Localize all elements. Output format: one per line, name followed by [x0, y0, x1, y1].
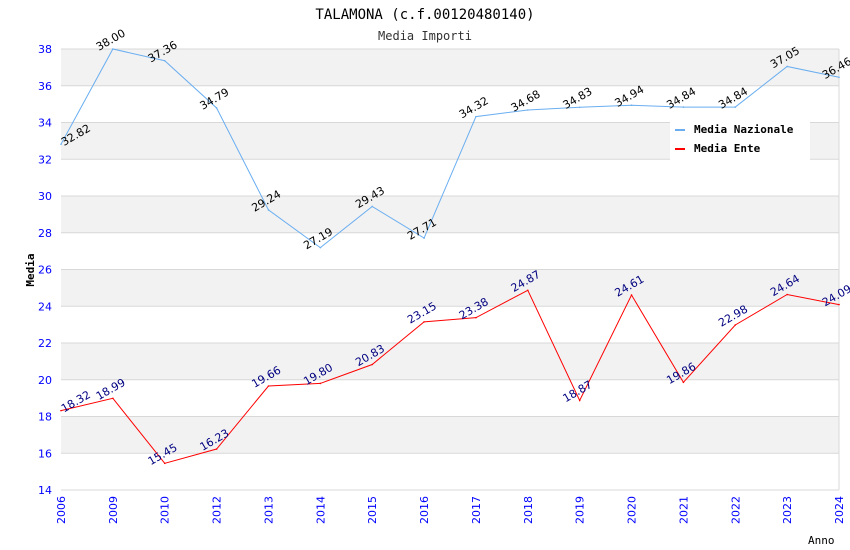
data-point [734, 106, 737, 108]
x-tick-label: 2006 [55, 496, 68, 524]
x-tick-label: 2013 [262, 496, 275, 524]
data-point [371, 363, 374, 366]
chart-title: TALAMONA (c.f.00120480140) [315, 7, 534, 23]
y-axis-label: Media [24, 253, 37, 286]
data-point [838, 76, 840, 79]
grid-band [61, 49, 839, 86]
data-point [578, 106, 581, 109]
y-tick-label: 28 [38, 227, 52, 240]
data-point [682, 106, 685, 108]
y-tick-label: 32 [38, 153, 52, 166]
grid-band [61, 196, 839, 233]
data-label: 18.87 [561, 378, 595, 405]
x-tick-label: 2016 [418, 496, 431, 524]
y-tick-label: 14 [38, 484, 52, 497]
legend-label-ente: Media Ente [694, 142, 761, 155]
data-point [319, 382, 322, 385]
y-tick-label: 24 [38, 300, 52, 313]
data-label: 18.32 [59, 388, 93, 415]
x-tick-label: 2017 [470, 496, 483, 524]
y-tick-label: 26 [38, 264, 52, 277]
data-point [215, 107, 218, 109]
data-point [734, 324, 737, 326]
legend-swatch-ente [675, 148, 685, 150]
x-tick-label: 2010 [159, 496, 172, 524]
data-point [838, 303, 840, 306]
data-point [527, 109, 529, 111]
data-point [423, 321, 425, 323]
data-point [112, 48, 114, 50]
x-tick-label: 2023 [781, 496, 794, 524]
data-point [112, 397, 114, 400]
legend-label-nazionale: Media Nazionale [694, 123, 794, 136]
x-tick-label: 2024 [833, 496, 846, 524]
x-tick-label: 2012 [211, 496, 224, 524]
x-tick-label: 2015 [366, 496, 379, 524]
x-tick-label: 2021 [677, 496, 690, 524]
data-label: 34.84 [716, 85, 750, 112]
data-point [475, 316, 477, 319]
series-line-ente [60, 289, 840, 464]
data-label: 34.79 [198, 86, 232, 113]
x-tick-label: 2009 [107, 496, 120, 524]
data-point [267, 209, 270, 211]
data-point [60, 143, 62, 145]
data-point [60, 409, 62, 412]
series-line-nazionale [60, 48, 840, 249]
y-tick-label: 38 [38, 43, 52, 56]
data-point [267, 385, 270, 387]
data-label: 34.84 [664, 85, 698, 112]
data-point [630, 104, 633, 107]
grid-band [61, 343, 839, 380]
data-point [163, 462, 166, 465]
y-tick-label: 36 [38, 80, 52, 93]
data-point [578, 399, 581, 402]
y-tick-label: 30 [38, 190, 52, 203]
y-tick-label: 16 [38, 447, 52, 460]
data-point [475, 115, 477, 118]
data-point [786, 65, 788, 68]
grid-band [61, 269, 839, 307]
data-point [319, 246, 322, 249]
y-tick-label: 18 [38, 411, 52, 424]
legend-swatch-nazionale [675, 129, 685, 131]
x-tick-label: 2018 [522, 496, 535, 524]
y-tick-label: 34 [38, 117, 52, 130]
data-label: 34.32 [457, 94, 491, 121]
data-point [371, 205, 374, 208]
grid-band [61, 416, 839, 454]
data-point [630, 294, 633, 296]
x-tick-label: 2020 [626, 496, 639, 524]
data-point [786, 293, 788, 296]
data-point [682, 381, 685, 384]
y-tick-label: 22 [38, 337, 52, 350]
data-point [163, 59, 166, 62]
x-tick-label: 2022 [729, 496, 742, 524]
legend: Media Nazionale Media Ente [670, 118, 810, 160]
y-tick-label: 20 [38, 374, 52, 387]
chart-subtitle: Media Importi [378, 29, 472, 43]
data-point [215, 448, 218, 450]
x-tick-label: 2014 [314, 496, 327, 524]
data-point [527, 289, 529, 292]
x-axis-label: Anno [808, 534, 835, 547]
x-tick-label: 2019 [574, 496, 587, 524]
data-point [423, 237, 425, 239]
